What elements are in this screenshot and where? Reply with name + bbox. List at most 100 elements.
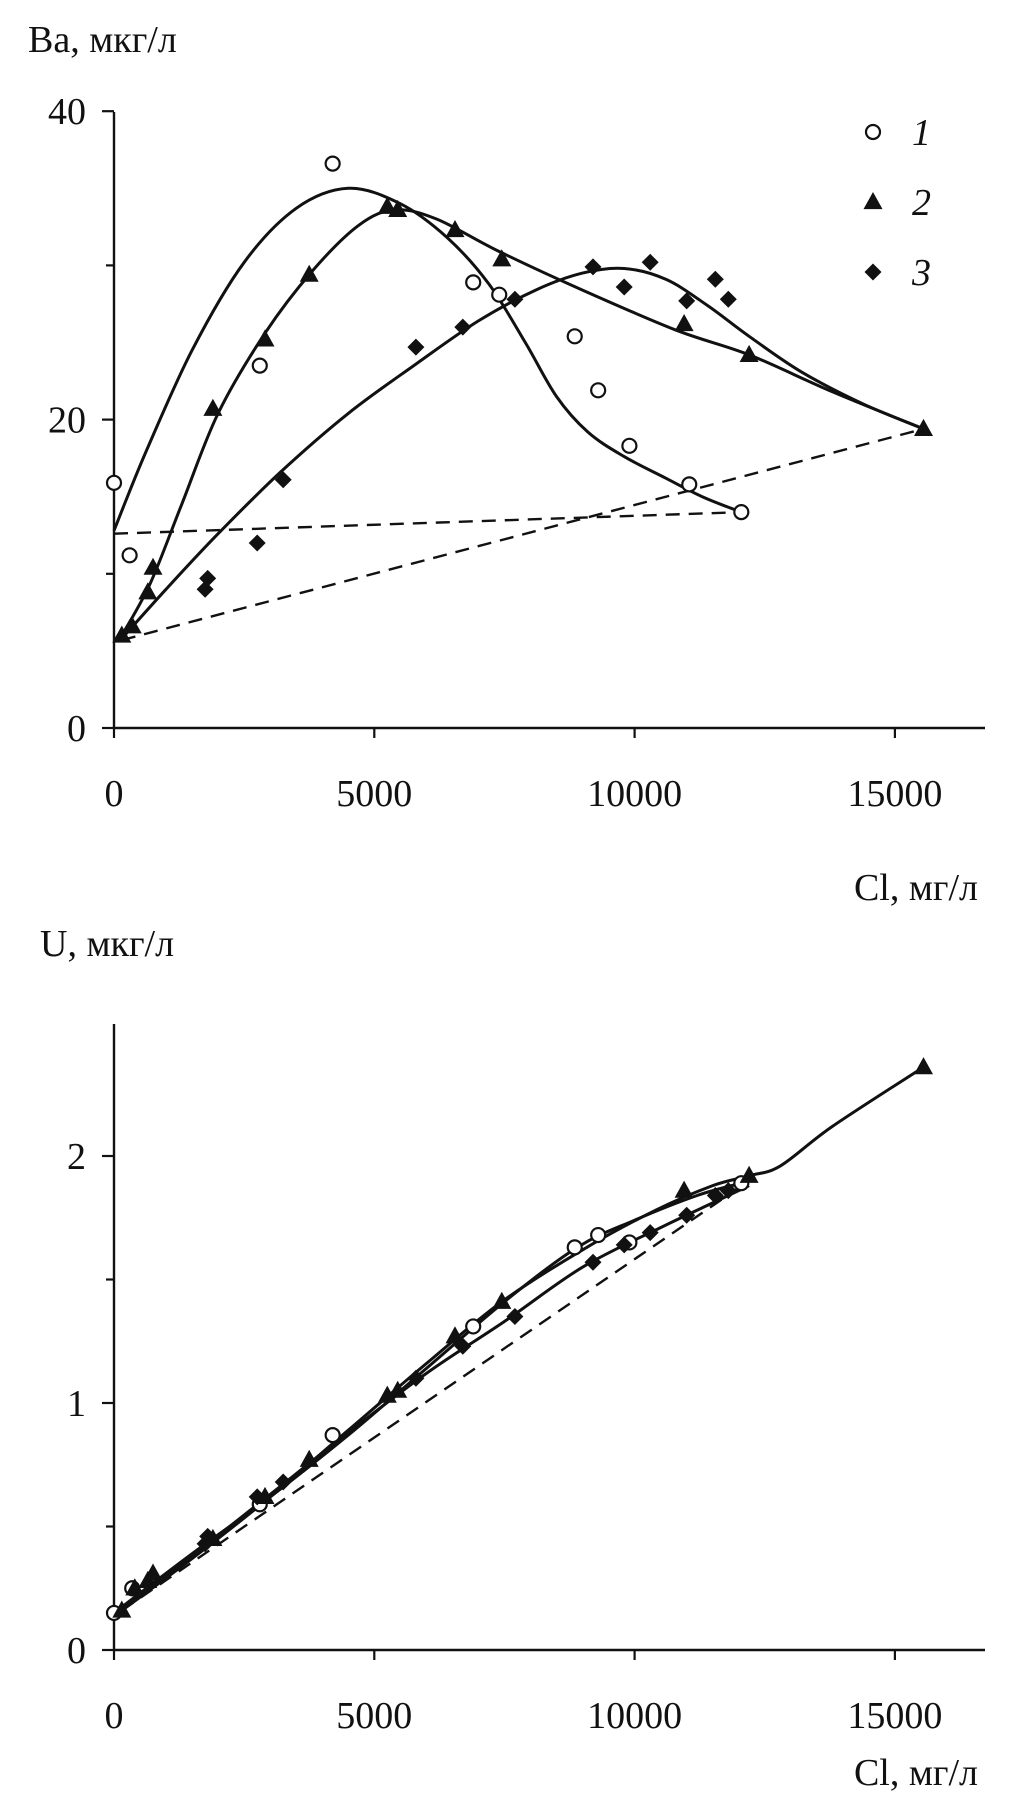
u-axes: 0 5000 10000 15000 0 1 2 [67,1024,985,1737]
ba-series-3-point [407,338,425,356]
u-series-1-point [566,1239,583,1256]
ba-series-1-curve [112,186,742,532]
u-series-2-point [125,1578,145,1596]
ba-series-1-point [324,155,341,172]
u-x-tick-label: 5000 [336,1695,412,1737]
ba-series-1-points [105,155,750,564]
u-series-3-curve [120,1184,750,1612]
u-series-2-point [492,1291,512,1309]
ba-chart-panel: Ba, мкг/л Cl, мг/л 0 5000 10000 15000 0 20 40 1… [28,19,985,909]
u-series-2-point [674,1180,694,1198]
ba-y-axis-title: Ba, мкг/л [28,19,177,61]
u-series-lines [113,1065,925,1615]
ba-series-2-point [674,314,694,332]
ba-series-2-point [112,625,132,643]
ba-series-2-point [255,329,275,347]
u-series-3-point [506,1308,524,1325]
ba-series-3-point [506,290,524,308]
u-series-3-point [584,1253,602,1271]
u-series-2-point [445,1326,465,1344]
ba-y-tick-label: 40 [48,91,86,133]
u-series-1-point [590,1226,607,1244]
ba-series-markers [105,155,933,643]
ba-series-1-point [121,547,138,564]
u-series-2-point [914,1057,933,1075]
u-series-3-point [248,1488,266,1506]
u-series-3-point [615,1236,633,1254]
ba-series-3-point [706,270,724,288]
ba-series-3-point [248,534,266,552]
u-series-3-point [274,1473,292,1491]
u-series-2-point [143,1563,163,1581]
ba-series-3-point [615,278,633,296]
ba-x-axis-title: Cl, мг/л [854,867,978,909]
u-x-tick-label: 10000 [587,1695,682,1737]
ba-series-2-point [377,196,397,214]
ba-series-1-dashed-line [113,510,742,535]
u-x-tick-label: 0 [105,1695,124,1737]
u-series-3-point [641,1224,659,1242]
u-series-3-point [719,1182,737,1200]
ba-series-3-point [274,471,292,489]
ba-series-3-point [719,290,737,308]
ba-series-3-point [454,318,472,336]
ba-y-tick-label: 0 [67,708,86,750]
u-series-3-point [678,1206,696,1224]
ba-series-3-point [678,292,696,310]
ba-x-tick-label: 15000 [847,773,942,815]
u-series-markers [105,1057,933,1622]
ba-series-1-point [491,286,508,303]
ba-series-3-points [196,253,737,598]
legend-marker-1 [864,123,882,141]
u-series-2-points [112,1057,933,1618]
u-y-tick-label: 0 [67,1630,86,1672]
ba-x-tick-label: 0 [105,773,124,815]
u-series-2-point [388,1380,408,1398]
legend-marker-2 [863,192,883,210]
u-series-2-point [377,1385,397,1403]
u-series-3-point [454,1337,472,1355]
ba-series-2-point [445,220,465,238]
ba-series-2-point [122,616,142,634]
ba-series-1-point [105,474,123,491]
ba-series-1-point [681,476,698,493]
ba-series-1-point [621,437,638,454]
u-x-axis-title: Cl, мг/л [854,1752,978,1794]
u-series-2-point [299,1449,319,1467]
u-series-3-point [706,1187,724,1204]
ba-series-3-point [199,569,217,587]
u-series-2-point [112,1600,132,1618]
legend-label-3: 3 [911,252,931,294]
ba-series-2-point [299,264,319,282]
ba-series-1-point [465,274,482,291]
u-series-2-point [739,1165,759,1183]
ba-series-1-point [733,504,750,521]
u-series-3-dashed-line [121,1179,750,1612]
u-series-3-point [407,1369,425,1387]
legend-label-1: 1 [912,112,931,154]
ba-series-2-point [138,582,158,600]
ba-series-lines [112,186,925,642]
ba-series-1-point [251,357,268,374]
u-chart-panel: U, мкг/л Cl, мг/л 0 5000 10000 15000 0 1 2 [40,923,985,1794]
ba-y-tick-label: 20 [48,400,86,442]
u-series-1-point [324,1427,341,1444]
ba-x-tick-label: 5000 [336,773,412,815]
ba-x-tick-label: 10000 [587,773,682,815]
ba-series-3-curve [120,266,925,640]
u-y-tick-label: 1 [67,1383,86,1425]
ba-legend: 1 2 3 [863,112,931,294]
ba-series-3-point [584,258,602,276]
ba-series-1-point [566,328,583,345]
u-y-axis-title: U, мкг/л [40,923,174,965]
ba-series-2-curve [120,208,925,637]
ba-series-2-point [143,557,163,575]
u-x-tick-label: 15000 [847,1695,942,1737]
ba-series-2-point [739,344,759,362]
ba-series-2-dashed-line [121,427,924,642]
u-series-1-point [465,1318,482,1335]
ba-series-2-point [388,199,408,217]
u-y-tick-label: 2 [67,1136,86,1178]
u-series-3-point [199,1527,217,1545]
